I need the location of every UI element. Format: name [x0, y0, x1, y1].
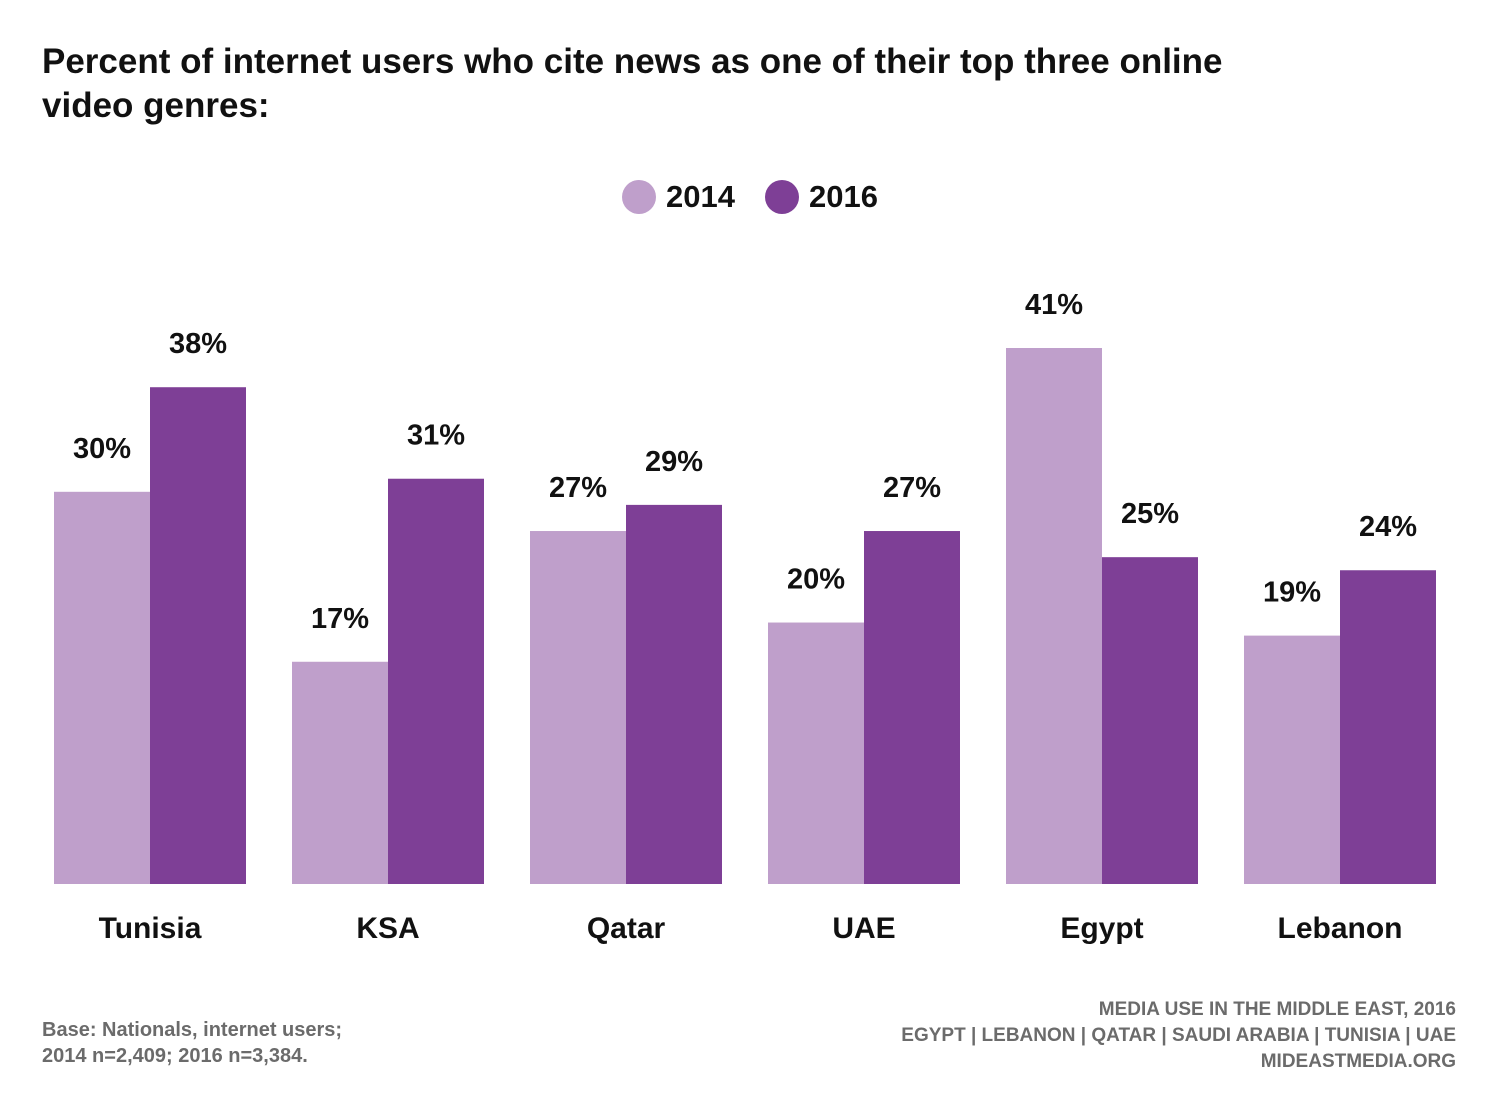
- base-note-line-2: 2014 n=2,409; 2016 n=3,384.: [42, 1045, 308, 1067]
- bar-lebanon-2014: [1244, 635, 1340, 884]
- legend-label-2014: 2014: [666, 179, 735, 214]
- category-label-qatar: Qatar: [587, 912, 666, 945]
- data-label-lebanon-2014: 19%: [1263, 577, 1321, 609]
- bar-uae-2014: [768, 622, 864, 884]
- source-line-1: MEDIA USE IN THE MIDDLE EAST, 2016: [1098, 999, 1456, 1020]
- legend-item-2016: 2016: [765, 179, 878, 215]
- legend-swatch-2016: [765, 180, 799, 214]
- data-label-uae-2014: 20%: [787, 564, 845, 596]
- category-label-lebanon: Lebanon: [1278, 912, 1403, 945]
- bar-tunisia-2014: [54, 491, 150, 884]
- data-label-egypt-2016: 25%: [1121, 498, 1179, 530]
- bar-uae-2016: [864, 531, 960, 884]
- base-note: Base: Nationals, internet users; 2014 n=…: [42, 1017, 342, 1069]
- data-label-tunisia-2014: 30%: [73, 433, 131, 465]
- bar-qatar-2016: [626, 504, 722, 884]
- chart-legend: 2014 2016: [0, 175, 1500, 219]
- chart-title: Percent of internet users who cite news …: [42, 42, 1223, 125]
- source-line-3: MIDEASTMEDIA.ORG: [1260, 1051, 1456, 1072]
- data-label-egypt-2014: 41%: [1025, 289, 1083, 321]
- legend-swatch-2014: [622, 180, 657, 214]
- data-label-lebanon-2016: 24%: [1359, 511, 1417, 543]
- base-note-line-1: Base: Nationals, internet users;: [42, 1019, 343, 1041]
- category-label-egypt: Egypt: [1060, 912, 1143, 945]
- bar-egypt-2016: [1102, 557, 1198, 884]
- bar-lebanon-2016: [1340, 570, 1436, 884]
- bar-ksa-2014: [292, 661, 388, 884]
- legend-item-2014: 2014: [622, 179, 735, 215]
- bar-qatar-2014: [530, 531, 626, 884]
- source-credit: MEDIA USE IN THE MIDDLE EAST, 2016 EGYPT…: [901, 997, 1456, 1075]
- data-label-qatar-2016: 29%: [645, 446, 703, 478]
- category-label-uae: UAE: [832, 912, 895, 945]
- data-label-tunisia-2016: 38%: [169, 328, 227, 360]
- bar-tunisia-2016: [150, 387, 246, 884]
- data-label-qatar-2014: 27%: [549, 472, 607, 504]
- source-line-2: EGYPT | LEBANON | QATAR | SAUDI ARABIA |…: [901, 1025, 1456, 1046]
- bar-ksa-2016: [388, 478, 484, 884]
- data-label-ksa-2014: 17%: [311, 603, 369, 635]
- bar-egypt-2014: [1006, 348, 1102, 884]
- data-label-ksa-2016: 31%: [407, 420, 465, 452]
- category-label-tunisia: Tunisia: [99, 912, 202, 945]
- legend-label-2016: 2016: [809, 179, 878, 214]
- data-label-uae-2016: 27%: [883, 472, 941, 504]
- category-label-ksa: KSA: [356, 912, 419, 945]
